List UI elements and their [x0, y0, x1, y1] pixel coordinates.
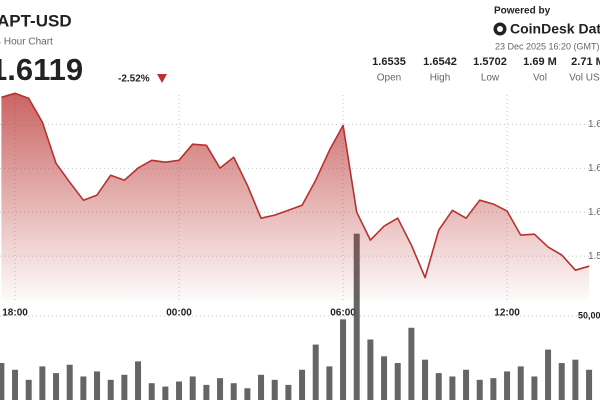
stat-value: 1.5702 [473, 56, 507, 68]
volume-bar [476, 379, 483, 400]
volume-bar [572, 359, 579, 400]
timestamp: 23 Dec 2025 16:20 (GMT) [495, 41, 600, 51]
volume-bar [162, 386, 169, 400]
stat-value: 1.6542 [423, 56, 457, 68]
chart-title: APT-USD [0, 11, 72, 30]
volume-bar [39, 366, 46, 400]
volume-bar [0, 363, 5, 400]
volume-bar [244, 388, 251, 400]
volume-bar [107, 379, 114, 400]
volume-bar [217, 378, 224, 400]
volume-bar [449, 376, 456, 400]
volume-bar [80, 376, 87, 400]
volume-bar [25, 379, 32, 400]
y-tick-label: 1.58 [588, 251, 600, 262]
volume-bar [463, 369, 470, 400]
down-arrow [157, 74, 167, 83]
brand-logo [493, 22, 507, 36]
stat-value: 2.71 M [571, 56, 600, 68]
volume-bar [381, 356, 388, 400]
volume-bar [285, 384, 292, 400]
volume-bar [408, 327, 415, 400]
volume-bar [135, 361, 142, 400]
stat-value: 1.6535 [372, 56, 406, 68]
volume-bar [312, 344, 319, 400]
volume-bar [121, 374, 128, 400]
price-line [1, 92, 590, 279]
volume-bar [504, 371, 511, 400]
volume-bar [326, 366, 333, 400]
chart-subtitle: 24 Hour Chart [0, 37, 53, 48]
volume-bar [299, 369, 306, 400]
x-tick-label: 00:00 [166, 308, 192, 319]
x-tick-label: 18:00 [2, 308, 28, 319]
stat-value: 1.69 M [523, 56, 557, 68]
stat-label: Vol [533, 73, 547, 84]
stat-label: High [430, 73, 451, 84]
y-tick-label: 1.64 [588, 119, 600, 130]
volume-bar [189, 376, 196, 400]
volume-bar [94, 371, 101, 400]
stat-label: Open [377, 73, 401, 84]
powered-by: Powered by [494, 6, 551, 17]
volume-bar [490, 378, 497, 400]
volume-bar [531, 376, 538, 400]
volume-bar [12, 369, 19, 400]
volume-bar [203, 384, 210, 400]
price-area [1, 93, 590, 300]
volume-bar [422, 359, 429, 400]
volume-bar [148, 383, 155, 400]
plot: 1.58 1.60 1.62 1.64 18:00 00:00 06:00 12:00 50,0… [0, 92, 600, 400]
volume-bar [586, 369, 593, 400]
volume-bar [66, 364, 73, 400]
volume-bar [258, 374, 265, 400]
brand: CoinDesk Data [510, 21, 600, 37]
volume-bar [176, 381, 183, 400]
stats: 1.6535 Open 1.6542 High 1.5702 Low 1.69 M Vol 2.… [372, 56, 600, 84]
volume-bar [435, 373, 442, 400]
x-tick-label: 06:00 [330, 308, 356, 319]
volume-bar [558, 363, 565, 400]
price: 1.6119 [0, 52, 83, 87]
stat-label: Vol USD [569, 73, 600, 84]
volume-bar [53, 373, 60, 400]
y-tick-label: 1.60 [588, 207, 600, 218]
stat-label: Low [481, 73, 500, 84]
y-tick-label: 1.62 [588, 163, 600, 174]
y2-tick-label: 50,000 [578, 310, 600, 320]
volume-bar [340, 319, 347, 400]
volume-bar [353, 233, 360, 400]
volume-bar [367, 339, 374, 400]
volume-bar [545, 349, 552, 400]
volume-bar [394, 363, 401, 400]
volume-bar [517, 366, 524, 400]
volume-bar [230, 383, 237, 400]
volume-bar [271, 379, 278, 400]
change: -2.52% [118, 74, 150, 85]
x-tick-label: 12:00 [494, 308, 520, 319]
